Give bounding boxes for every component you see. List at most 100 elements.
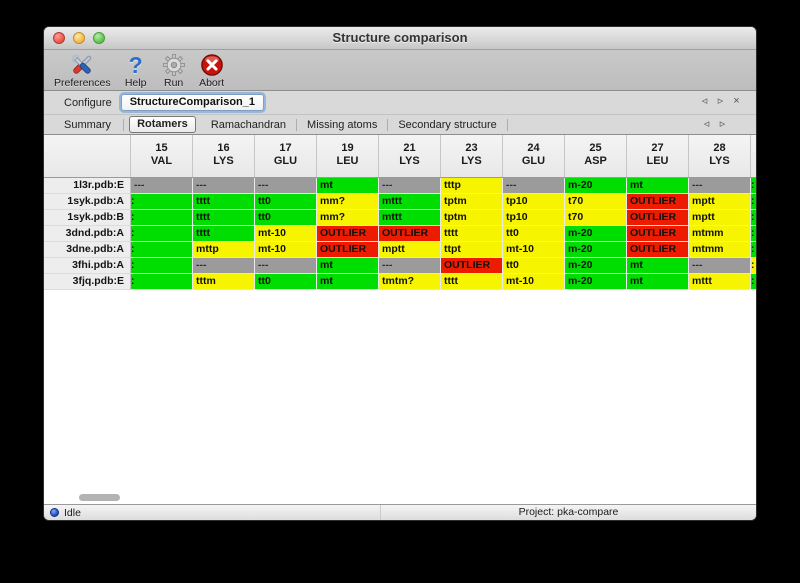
- rotamer-cell[interactable]: ttpt: [441, 242, 503, 258]
- rotamer-cell[interactable]: tt0: [503, 258, 565, 274]
- rotamer-cell[interactable]: mt: [317, 178, 379, 194]
- rotamer-cell[interactable]: tttp: [441, 178, 503, 194]
- rotamer-cell[interactable]: ---: [255, 178, 317, 194]
- help-button[interactable]: ? Help: [123, 50, 149, 89]
- rotamer-cell[interactable]: OUTLIER: [627, 194, 689, 210]
- rotamer-cell[interactable]: mttt: [379, 194, 441, 210]
- rotamer-cell[interactable]: tt0: [255, 194, 317, 210]
- rotamer-cell-clipped[interactable]: :: [751, 258, 756, 274]
- rotamer-cell[interactable]: tp10: [503, 210, 565, 226]
- tab-scroll-left-icon[interactable]: ◃: [701, 95, 708, 107]
- rotamer-cell[interactable]: mt-10: [503, 242, 565, 258]
- rotamer-cell[interactable]: mptt: [689, 194, 751, 210]
- row-header: 3fhi.pdb:A: [44, 258, 131, 274]
- zoom-window-button[interactable]: [93, 32, 105, 44]
- rotamer-cell[interactable]: OUTLIER: [627, 210, 689, 226]
- rotamer-cell[interactable]: OUTLIER: [379, 226, 441, 242]
- rotamer-cell[interactable]: OUTLIER: [441, 258, 503, 274]
- rotamer-cell[interactable]: m-20: [565, 242, 627, 258]
- rotamer-cell[interactable]: tptm: [441, 210, 503, 226]
- task-tab-structurecomparison[interactable]: StructureComparison_1: [120, 94, 265, 111]
- rotamer-cell[interactable]: mt: [627, 178, 689, 194]
- rotamer-cell[interactable]: tmtm?: [379, 274, 441, 290]
- rotamer-cell[interactable]: mm?: [317, 194, 379, 210]
- rotamer-cell[interactable]: tt0: [503, 226, 565, 242]
- rotamer-cell-clipped[interactable]: :: [751, 178, 756, 194]
- rotamer-cell[interactable]: tttt: [193, 194, 255, 210]
- rotamer-cell[interactable]: mtmm: [689, 226, 751, 242]
- close-task-icon[interactable]: ×: [733, 95, 740, 107]
- tab-rotamers[interactable]: Rotamers: [129, 116, 196, 133]
- rotamer-cell[interactable]: m-20: [565, 178, 627, 194]
- rotamer-cell[interactable]: mt-10: [503, 274, 565, 290]
- rotamer-cell[interactable]: :: [131, 242, 193, 258]
- rotamer-cell[interactable]: ---: [131, 178, 193, 194]
- rotamer-cell[interactable]: OUTLIER: [627, 242, 689, 258]
- rotamer-cell[interactable]: mtmm: [689, 242, 751, 258]
- rotamer-cell[interactable]: m-20: [565, 226, 627, 242]
- rotamer-cell[interactable]: :: [131, 226, 193, 242]
- rotamer-cell[interactable]: mttp: [193, 242, 255, 258]
- tab-scroll-right-icon[interactable]: ▹: [717, 95, 724, 107]
- rotamer-cell[interactable]: OUTLIER: [317, 226, 379, 242]
- column-header: 21 LYS: [379, 135, 441, 177]
- rotamer-cell[interactable]: tp10: [503, 194, 565, 210]
- rotamer-cell[interactable]: tttt: [193, 226, 255, 242]
- rotamer-cell[interactable]: tttm: [193, 274, 255, 290]
- rotamer-cell-clipped[interactable]: :: [751, 194, 756, 210]
- rotamer-cell[interactable]: mt-10: [255, 226, 317, 242]
- rotamer-cell[interactable]: ---: [193, 258, 255, 274]
- tab-ramachandran[interactable]: Ramachandran: [201, 118, 298, 131]
- row-header: 3fjq.pdb:E: [44, 274, 131, 290]
- rotamer-cell-clipped[interactable]: :: [751, 226, 756, 242]
- horizontal-scrollbar[interactable]: [44, 492, 756, 504]
- scrollbar-thumb[interactable]: [79, 494, 120, 501]
- rotamer-cell[interactable]: tt0: [255, 274, 317, 290]
- rotamer-cell[interactable]: mt: [317, 258, 379, 274]
- rotamer-cell[interactable]: OUTLIER: [317, 242, 379, 258]
- close-window-button[interactable]: [53, 32, 65, 44]
- view-tabs-scroll-right-icon[interactable]: ▹: [719, 118, 726, 130]
- rotamer-cell-clipped[interactable]: :: [751, 242, 756, 258]
- rotamer-cell-clipped[interactable]: :: [751, 210, 756, 226]
- rotamer-cell[interactable]: :: [131, 210, 193, 226]
- abort-button[interactable]: Abort: [199, 50, 225, 89]
- rotamer-cell[interactable]: m-20: [565, 258, 627, 274]
- rotamer-cell[interactable]: :: [131, 258, 193, 274]
- rotamer-cell[interactable]: OUTLIER: [627, 226, 689, 242]
- rotamer-cell[interactable]: tttt: [193, 210, 255, 226]
- rotamer-cell[interactable]: t70: [565, 210, 627, 226]
- rotamer-cell[interactable]: mptt: [689, 210, 751, 226]
- rotamer-cell[interactable]: mt-10: [255, 242, 317, 258]
- rotamer-cell-clipped[interactable]: :: [751, 274, 756, 290]
- rotamer-cell[interactable]: mt: [627, 274, 689, 290]
- rotamer-cell[interactable]: mptt: [379, 242, 441, 258]
- rotamer-cell[interactable]: ---: [689, 178, 751, 194]
- rotamer-cell[interactable]: tptm: [441, 194, 503, 210]
- rotamer-cell[interactable]: :: [131, 274, 193, 290]
- run-button[interactable]: Run: [161, 50, 187, 89]
- rotamer-cell[interactable]: tttt: [441, 226, 503, 242]
- rotamer-cell[interactable]: ---: [503, 178, 565, 194]
- minimize-window-button[interactable]: [73, 32, 85, 44]
- rotamer-cell[interactable]: mttt: [379, 210, 441, 226]
- rotamer-cell[interactable]: ---: [689, 258, 751, 274]
- rotamer-cell[interactable]: m-20: [565, 274, 627, 290]
- rotamer-cell[interactable]: mt: [317, 274, 379, 290]
- tab-summary[interactable]: Summary: [64, 118, 125, 131]
- tab-missing-atoms[interactable]: Missing atoms: [297, 118, 389, 131]
- rotamer-cell[interactable]: ---: [255, 258, 317, 274]
- rotamer-cell[interactable]: tttt: [441, 274, 503, 290]
- tab-secondary-structure[interactable]: Secondary structure: [388, 118, 508, 131]
- rotamer-cell[interactable]: mt: [627, 258, 689, 274]
- rotamer-cell[interactable]: ---: [379, 258, 441, 274]
- rotamer-cell[interactable]: mm?: [317, 210, 379, 226]
- rotamer-cell[interactable]: mttt: [689, 274, 751, 290]
- rotamer-cell[interactable]: tt0: [255, 210, 317, 226]
- view-tabs-scroll-left-icon[interactable]: ◃: [703, 118, 710, 130]
- rotamer-cell[interactable]: ---: [193, 178, 255, 194]
- preferences-button[interactable]: Preferences: [54, 50, 111, 89]
- rotamer-cell[interactable]: :: [131, 194, 193, 210]
- rotamer-cell[interactable]: t70: [565, 194, 627, 210]
- rotamer-cell[interactable]: ---: [379, 178, 441, 194]
